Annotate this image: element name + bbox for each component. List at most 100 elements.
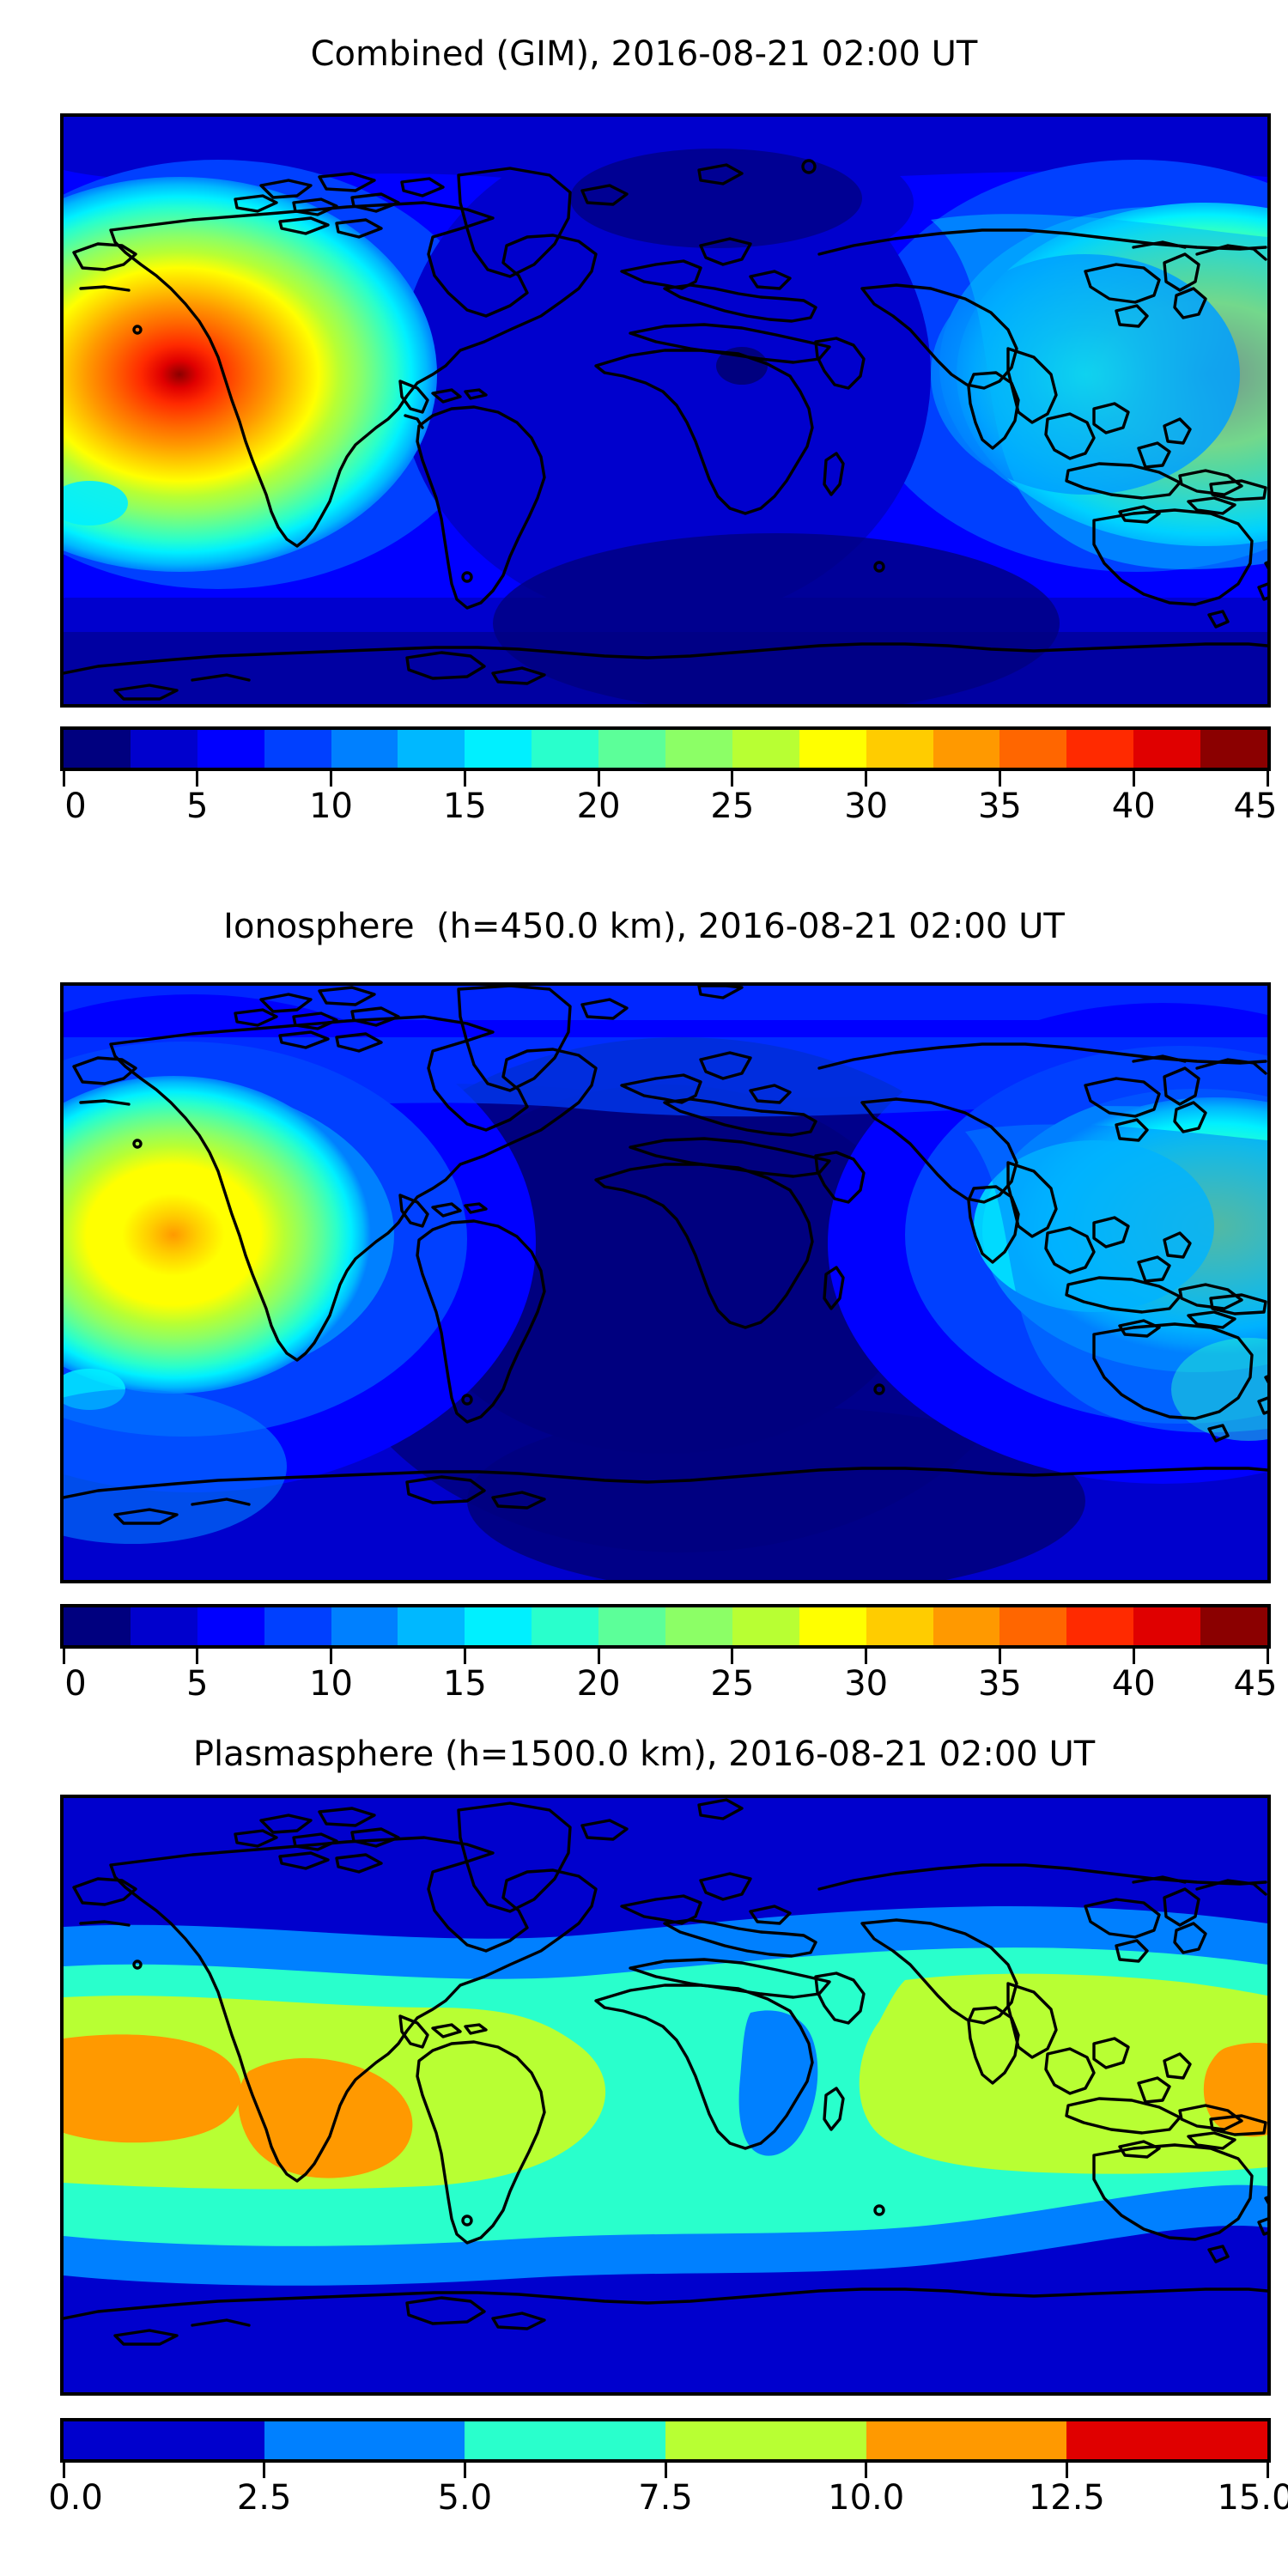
colorbar-segment <box>264 2421 465 2459</box>
colorbar-segment <box>933 730 1000 768</box>
colorbar-segment <box>732 730 799 768</box>
colorbar-ticks-2 <box>60 1649 1271 1664</box>
colorbar-segment <box>933 1607 1000 1645</box>
colorbar-tick-label: 5 <box>186 787 209 826</box>
colorbar-segment <box>665 1607 732 1645</box>
colorbar-tick-label: 2.5 <box>236 2478 292 2518</box>
panel-title-ionosphere: Ionosphere (h=450.0 km), 2016-08-21 02:0… <box>223 907 1065 946</box>
colorbar-segment <box>866 1607 933 1645</box>
colorbar-tick <box>196 771 199 787</box>
colorbar-tick <box>998 1649 1001 1664</box>
colorbar-tick-label: 45 <box>1233 1664 1278 1704</box>
colorbar-tick <box>62 771 65 787</box>
colorbar-segment <box>130 1607 197 1645</box>
colorbar-segment <box>1066 730 1134 768</box>
colorbar-segment <box>197 1607 264 1645</box>
colorbar-segment <box>264 730 331 768</box>
colorbar-tick <box>263 2463 266 2478</box>
colorbar-segment <box>1133 1607 1201 1645</box>
colorbar-segment <box>665 2421 866 2459</box>
colorbar-ticks-1 <box>60 771 1271 787</box>
colorbar-tick-label: 25 <box>710 1664 755 1704</box>
map-plot-combined-gim <box>60 113 1271 708</box>
colorbar-segment <box>64 2421 264 2459</box>
colorbar-segment <box>532 1607 599 1645</box>
colorbar-tick <box>597 1649 600 1664</box>
colorbar-plasmasphere: 0.0 2.5 5.0 7.5 10.0 12.5 15.0 <box>48 2418 1288 2518</box>
colorbar-segment <box>64 730 131 768</box>
colorbar-segment <box>732 1607 799 1645</box>
colorbar-segment <box>398 1607 465 1645</box>
colorbar-gradient-2 <box>60 1604 1271 1649</box>
colorbar-tick-label: 12.5 <box>1028 2478 1105 2518</box>
colorbar-tick-label: 0.0 <box>48 2478 103 2518</box>
colorbar-tick-label: 15.0 <box>1217 2478 1288 2518</box>
colorbar-tick-label: 10 <box>309 787 353 826</box>
colorbar-tick-label: 40 <box>1111 787 1156 826</box>
colorbar-tick-label: 45 <box>1233 787 1278 826</box>
colorbar-segment <box>331 730 398 768</box>
colorbar-segment <box>1200 730 1268 768</box>
colorbar-ionosphere: 0 5 10 15 20 25 30 35 40 45 <box>60 1604 1277 1704</box>
colorbar-tick-labels-3: 0.0 2.5 5.0 7.5 10.0 12.5 15.0 <box>48 2478 1288 2518</box>
colorbar-tick-label: 30 <box>844 1664 889 1704</box>
colorbar-tick-label: 10 <box>309 1664 353 1704</box>
colorbar-tick <box>330 1649 333 1664</box>
colorbar-tick-label: 15 <box>442 787 487 826</box>
colorbar-tick-label: 35 <box>977 787 1022 826</box>
colorbar-tick-label: 10.0 <box>828 2478 905 2518</box>
colorbar-tick-label: 20 <box>576 787 621 826</box>
colorbar-tick-label: 30 <box>844 787 889 826</box>
colorbar-segment <box>999 1607 1067 1645</box>
colorbar-tick <box>1266 2463 1269 2478</box>
colorbar-tick <box>463 771 466 787</box>
colorbar-segment <box>465 2421 666 2459</box>
map-canvas-2 <box>64 986 1267 1580</box>
colorbar-tick <box>865 771 868 787</box>
colorbar-segment <box>64 1607 131 1645</box>
colorbar-segment <box>398 730 465 768</box>
colorbar-tick <box>1266 771 1269 787</box>
colorbar-segment <box>598 1607 666 1645</box>
colorbar-tick-label: 0 <box>64 787 87 826</box>
colorbar-gradient-3 <box>60 2418 1271 2463</box>
colorbar-tick-label: 5.0 <box>437 2478 493 2518</box>
colorbar-tick-labels-2: 0 5 10 15 20 25 30 35 40 45 <box>60 1664 1277 1704</box>
colorbar-tick <box>1266 1649 1269 1664</box>
colorbar-tick-labels-1: 0 5 10 15 20 25 30 35 40 45 <box>60 787 1277 826</box>
colorbar-segment <box>130 730 197 768</box>
colorbar-segment <box>799 1607 866 1645</box>
colorbar-segment <box>532 730 599 768</box>
colorbar-segment <box>866 2421 1067 2459</box>
panel-title-plasmasphere: Plasmasphere (h=1500.0 km), 2016-08-21 0… <box>192 1735 1096 1774</box>
colorbar-segment <box>1133 730 1201 768</box>
colorbar-tick <box>865 1649 868 1664</box>
colorbar-tick-label: 40 <box>1111 1664 1156 1704</box>
colorbar-segment <box>866 730 933 768</box>
colorbar-tick <box>196 1649 199 1664</box>
colorbar-segment <box>1066 1607 1134 1645</box>
colorbar-tick-label: 7.5 <box>638 2478 693 2518</box>
colorbar-tick-label: 25 <box>710 787 755 826</box>
colorbar-segment <box>999 730 1067 768</box>
colorbar-segment <box>264 1607 331 1645</box>
colorbar-ticks-3 <box>60 2463 1271 2478</box>
colorbar-segment <box>465 1607 532 1645</box>
map-plot-ionosphere <box>60 982 1271 1583</box>
colorbar-segment <box>598 730 666 768</box>
colorbar-segment <box>1200 1607 1268 1645</box>
colorbar-tick <box>1132 771 1135 787</box>
colorbar-tick <box>62 2463 65 2478</box>
colorbar-segment <box>197 730 264 768</box>
colorbar-tick <box>463 1649 466 1664</box>
colorbar-segment <box>665 730 732 768</box>
colorbar-tick-label: 0 <box>64 1664 87 1704</box>
colorbar-tick-label: 5 <box>186 1664 209 1704</box>
colorbar-tick <box>62 1649 65 1664</box>
colorbar-gradient-1 <box>60 726 1271 771</box>
colorbar-tick <box>664 2463 667 2478</box>
colorbar-tick <box>998 771 1001 787</box>
colorbar-tick-label: 15 <box>442 1664 487 1704</box>
map-canvas-1 <box>64 117 1267 704</box>
